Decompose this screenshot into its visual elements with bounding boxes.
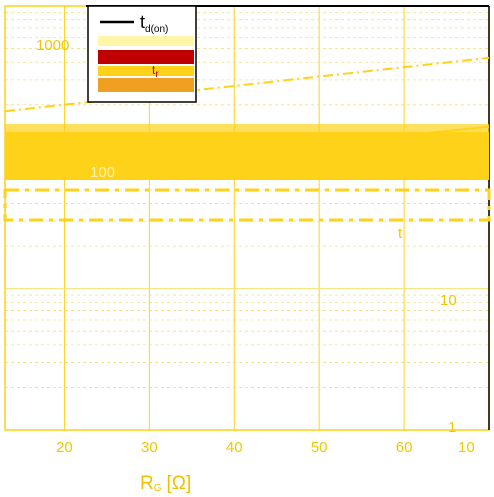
- legend: td(on) tr: [87, 5, 197, 103]
- band-dashed-lower: [3, 188, 491, 222]
- x-tick-label-0: 20: [56, 439, 73, 456]
- y-tick-1: 1: [448, 419, 456, 436]
- x-tick-label-3: 50: [311, 439, 328, 456]
- x-tick-label-1: 30: [141, 439, 158, 456]
- annotation-t: t: [398, 225, 403, 242]
- series-line-0: [4, 56, 490, 113]
- legend-swatch-red: [98, 50, 194, 64]
- band-fill: [5, 132, 489, 180]
- legend-swatch-yellow: [98, 66, 194, 76]
- band-top-fringe: [5, 124, 489, 134]
- series-group: [4, 56, 490, 178]
- legend-label-1: td(on): [140, 12, 168, 35]
- legend-swatch-orange: [98, 78, 194, 92]
- x-tick-right-10: 10: [458, 439, 475, 456]
- series-line-1: [4, 125, 490, 178]
- y-tick-10: 10: [440, 292, 457, 309]
- legend-swatch-pale: [98, 36, 194, 46]
- legend-label-2: tr: [152, 63, 159, 80]
- x-axis-title: RG [Ω]: [140, 473, 191, 494]
- x-tick-label-2: 40: [226, 439, 243, 456]
- x-tick-labels: 20 30 40 50 60: [56, 439, 412, 456]
- y-tick-100: 100: [90, 164, 115, 181]
- y-tick-1000: 1000: [36, 37, 69, 54]
- x-tick-label-4: 60: [396, 439, 413, 456]
